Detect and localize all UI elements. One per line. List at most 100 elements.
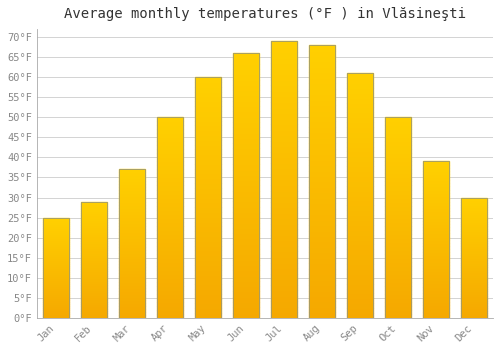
Bar [118, 202, 145, 205]
Bar [308, 209, 336, 214]
Bar [422, 246, 450, 249]
Bar [460, 279, 487, 282]
Bar [346, 127, 374, 132]
Bar [118, 309, 145, 312]
Bar [156, 153, 183, 158]
Bar [346, 288, 374, 293]
Bar [156, 250, 183, 254]
Bar [270, 246, 297, 251]
Bar [194, 241, 221, 246]
Bar [232, 223, 259, 228]
Bar [194, 197, 221, 202]
Bar [346, 215, 374, 220]
Bar [460, 222, 487, 224]
Bar [346, 147, 374, 152]
Bar [270, 85, 297, 91]
Bar [270, 63, 297, 69]
Bar [118, 184, 145, 187]
Bar [270, 174, 297, 180]
Bar [270, 80, 297, 85]
Bar [232, 307, 259, 313]
Bar [270, 202, 297, 207]
Bar [460, 270, 487, 272]
Bar [232, 96, 259, 101]
Bar [118, 288, 145, 291]
Bar [118, 244, 145, 247]
Bar [422, 240, 450, 243]
Bar [384, 130, 411, 133]
Bar [422, 205, 450, 208]
Bar [80, 220, 107, 223]
Bar [422, 168, 450, 171]
Bar [308, 258, 336, 263]
Bar [156, 130, 183, 133]
Bar [384, 230, 411, 234]
Bar [232, 85, 259, 90]
Bar [156, 254, 183, 258]
Bar [42, 244, 69, 246]
Bar [308, 280, 336, 285]
Bar [460, 255, 487, 258]
Bar [346, 191, 374, 196]
Bar [422, 161, 450, 318]
Bar [346, 313, 374, 318]
Bar [42, 264, 69, 266]
Bar [308, 313, 336, 318]
Bar [346, 210, 374, 215]
Bar [42, 238, 69, 240]
Bar [80, 246, 107, 248]
Bar [422, 199, 450, 202]
Bar [384, 194, 411, 197]
Bar [118, 241, 145, 244]
Bar [308, 274, 336, 280]
Bar [422, 237, 450, 240]
Bar [346, 308, 374, 313]
Bar [422, 196, 450, 199]
Bar [156, 270, 183, 274]
Bar [308, 263, 336, 269]
Bar [422, 187, 450, 190]
Bar [80, 253, 107, 255]
Bar [346, 186, 374, 191]
Bar [308, 50, 336, 56]
Bar [194, 284, 221, 289]
Bar [194, 265, 221, 270]
Bar [194, 92, 221, 97]
Bar [156, 282, 183, 286]
Bar [42, 266, 69, 268]
Bar [270, 141, 297, 146]
Bar [80, 243, 107, 246]
Bar [80, 309, 107, 311]
Bar [308, 203, 336, 209]
Bar [156, 286, 183, 290]
Bar [156, 174, 183, 177]
Bar [118, 193, 145, 196]
Bar [460, 231, 487, 234]
Bar [346, 103, 374, 107]
Bar [194, 255, 221, 260]
Bar [460, 205, 487, 207]
Bar [346, 156, 374, 161]
Bar [118, 250, 145, 253]
Bar [460, 200, 487, 202]
Bar [308, 83, 336, 89]
Bar [118, 306, 145, 309]
Bar [194, 106, 221, 111]
Bar [118, 190, 145, 193]
Bar [118, 285, 145, 288]
Bar [156, 161, 183, 166]
Bar [232, 180, 259, 186]
Bar [346, 83, 374, 88]
Bar [308, 241, 336, 247]
Bar [346, 166, 374, 171]
Bar [346, 152, 374, 156]
Bar [308, 111, 336, 116]
Bar [460, 306, 487, 308]
Bar [308, 285, 336, 290]
Bar [308, 72, 336, 78]
Bar [422, 177, 450, 180]
Bar [118, 199, 145, 202]
Bar [384, 137, 411, 141]
Bar [346, 132, 374, 137]
Bar [194, 145, 221, 149]
